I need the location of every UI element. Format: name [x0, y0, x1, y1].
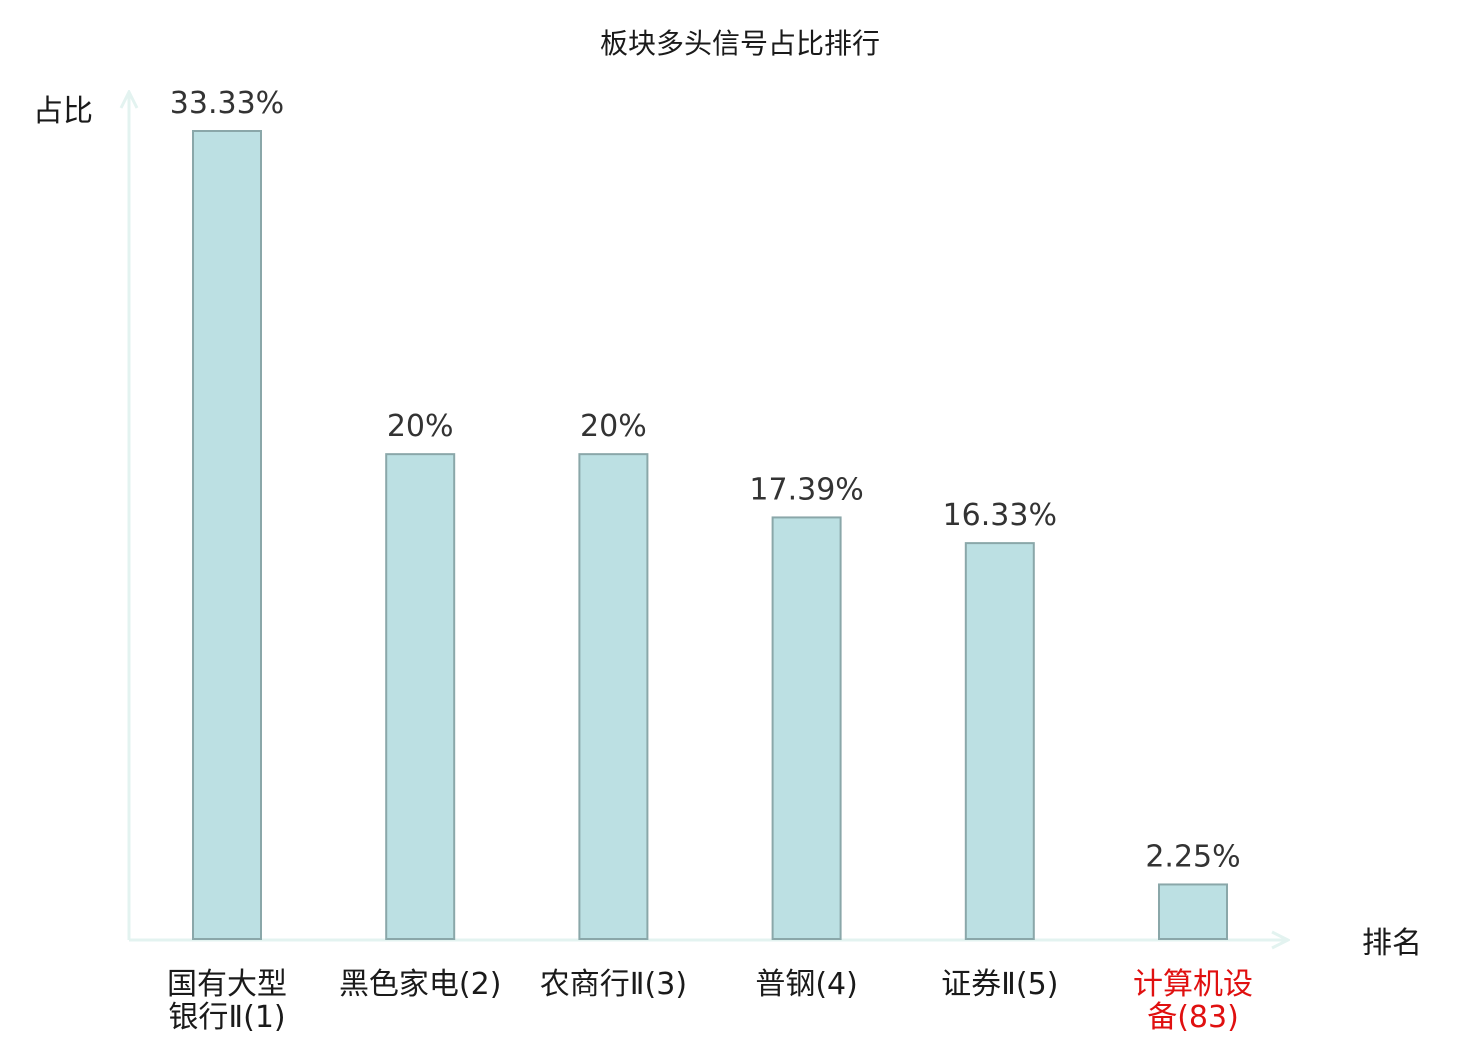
bar-value-label-1: 33.33% [170, 86, 284, 121]
bar-6 [1158, 883, 1228, 940]
category-tick-label-4: 普钢(4) [755, 967, 858, 1002]
bar-value-label-4: 17.39% [749, 472, 863, 507]
bar-4 [771, 516, 842, 940]
y-axis-label: 占比 [33, 94, 93, 129]
bar-value-label-3: 20% [580, 409, 647, 444]
category-tick-label-1: 国有大型银行Ⅱ(1) [167, 967, 287, 1035]
chart-title: 板块多头信号占比排行 [600, 27, 880, 60]
bar-2 [385, 453, 456, 940]
bar-1 [192, 130, 262, 940]
bar-value-label-5: 16.33% [943, 498, 1057, 533]
category-tick-label-6: 计算机设备(83) [1133, 967, 1253, 1035]
category-tick-label-3: 农商行Ⅱ(3) [540, 967, 687, 1002]
x-axis-label: 排名 [1362, 926, 1422, 961]
bar-value-label-6: 2.25% [1145, 839, 1240, 874]
bar-5 [964, 542, 1035, 940]
category-tick-label-2: 黑色家电(2) [339, 967, 502, 1002]
bars-group: 33.33% 国有大型银行Ⅱ(1) 20% 黑色家电(2) 20% 农商行Ⅱ(3) 17.3… [167, 86, 1253, 1035]
bar-value-label-2: 20% [387, 409, 454, 444]
category-tick-label-5: 证券Ⅱ(5) [941, 967, 1058, 1002]
bar-3 [578, 453, 649, 940]
